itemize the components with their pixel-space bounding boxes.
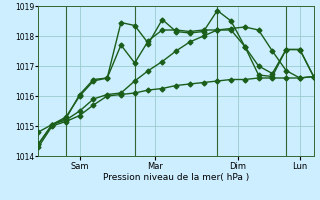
X-axis label: Pression niveau de la mer( hPa ): Pression niveau de la mer( hPa ) [103, 173, 249, 182]
